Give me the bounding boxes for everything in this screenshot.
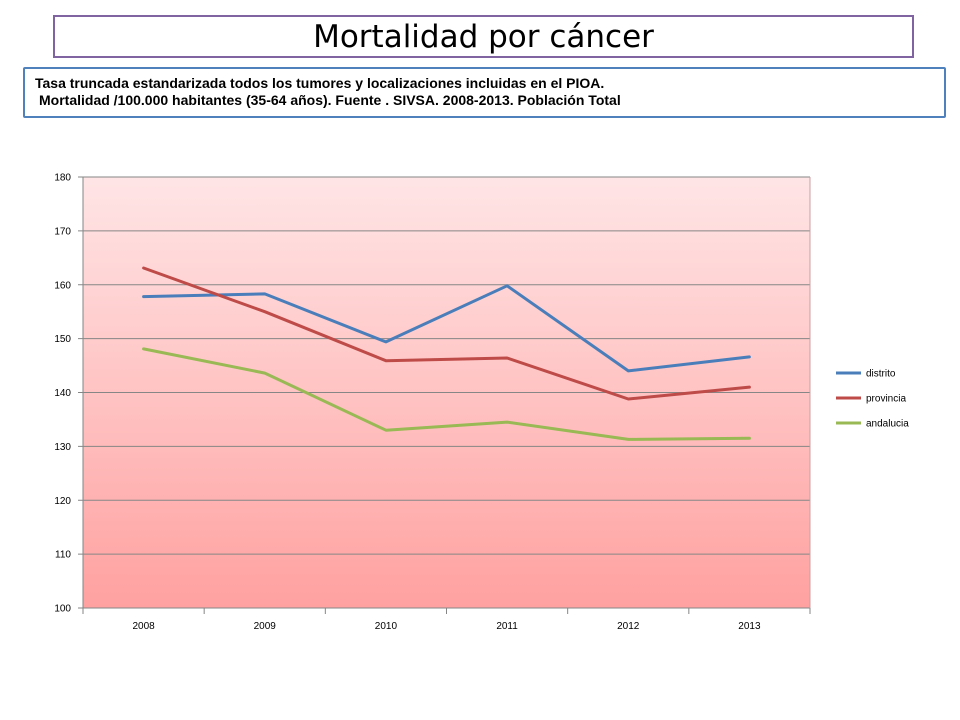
subtitle-box: Tasa truncada estandarizada todos los tu… — [23, 67, 946, 118]
axes — [78, 176, 811, 614]
legend-label-andalucia: andalucia — [866, 419, 909, 430]
series-lines — [142, 266, 751, 441]
x-tick-label: 2009 — [254, 621, 277, 632]
y-tick-label: 130 — [54, 442, 71, 453]
legend-label-distrito: distrito — [866, 369, 896, 380]
legend-label-provincia: provincia — [866, 394, 906, 405]
x-tick-label: 2012 — [617, 621, 640, 632]
series-line-provincia — [142, 266, 751, 401]
series-line-distrito — [142, 284, 751, 373]
x-tick-label: 2008 — [132, 621, 155, 632]
legend: distrito provincia andalucia — [836, 369, 909, 430]
gridlines — [83, 176, 810, 555]
x-tick-label: 2010 — [375, 621, 398, 632]
title-box: Mortalidad por cáncer — [53, 15, 914, 58]
y-tick-label: 120 — [54, 496, 71, 507]
y-tick-labels: 100 110 120 130 140 150 160 170 180 — [54, 173, 71, 615]
y-tick-label: 100 — [54, 604, 71, 615]
subtitle-line-2: Mortalidad /100.000 habitantes (35-64 añ… — [39, 92, 621, 108]
subtitle-line-1: Tasa truncada estandarizada todos los tu… — [35, 75, 605, 91]
y-tick-label: 150 — [54, 334, 71, 345]
y-tick-label: 180 — [54, 173, 71, 184]
x-tick-label: 2011 — [496, 621, 518, 632]
page-title: Mortalidad por cáncer — [313, 18, 654, 55]
y-tick-label: 110 — [55, 550, 71, 561]
x-tick-label: 2013 — [738, 621, 761, 632]
x-tick-labels: 2008 2009 2010 2011 2012 2013 — [132, 621, 761, 632]
y-tick-label: 160 — [54, 280, 71, 291]
series-line-andalucia — [142, 347, 751, 441]
y-tick-label: 140 — [54, 388, 71, 399]
y-tick-label: 170 — [54, 226, 71, 237]
